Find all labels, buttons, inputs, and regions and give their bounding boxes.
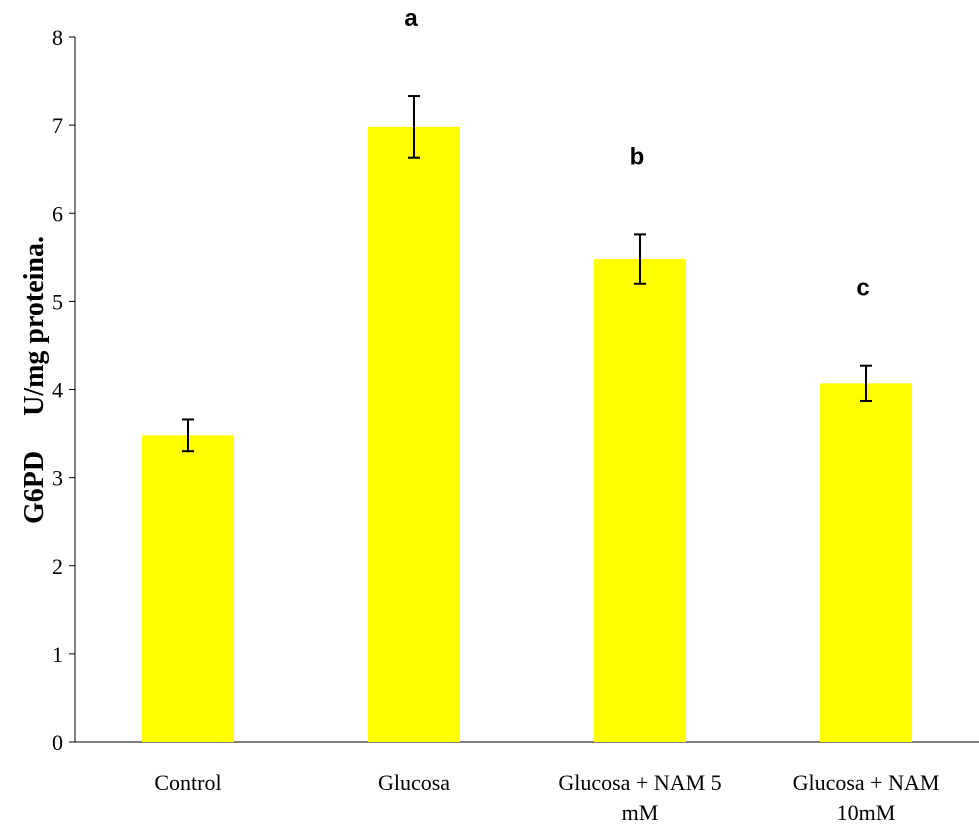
category-label: 10mM xyxy=(837,800,896,825)
error-bar xyxy=(408,95,420,159)
bar xyxy=(368,126,460,742)
significance-label: a xyxy=(404,5,418,32)
significance-label: b xyxy=(630,143,645,170)
y-tick-label: 1 xyxy=(52,642,63,667)
error-bar xyxy=(634,233,646,285)
y-tick-label: 4 xyxy=(52,378,63,403)
bar xyxy=(142,435,234,742)
category-label: Glucosa xyxy=(378,770,450,795)
y-tick-label: 6 xyxy=(52,201,63,226)
y-tick-label: 8 xyxy=(52,25,63,50)
bar xyxy=(820,383,912,742)
y-tick-label: 3 xyxy=(52,466,63,491)
y-axis-title: G6PD U/mg proteina. xyxy=(19,236,50,524)
category-labels: Control Glucosa Glucosa + NAM 5 mM Glucosa +… xyxy=(154,770,939,825)
category-label: Glucosa + NAM 5 xyxy=(558,770,721,795)
significance-labels: a b c xyxy=(404,5,869,302)
y-tick-label: 2 xyxy=(52,554,63,579)
y-ticks: 0 1 2 3 4 5 6 7 8 xyxy=(52,25,75,755)
bar xyxy=(594,259,686,742)
y-tick-label: 0 xyxy=(52,730,63,755)
category-label: Control xyxy=(154,770,221,795)
category-label: Glucosa + NAM xyxy=(793,770,940,795)
bars xyxy=(142,126,912,742)
y-tick-label: 7 xyxy=(52,113,63,138)
error-bars xyxy=(182,95,872,453)
y-tick-label: 5 xyxy=(52,289,63,314)
error-bar xyxy=(182,418,194,453)
error-bar xyxy=(860,364,872,402)
category-label: mM xyxy=(622,800,659,825)
significance-label: c xyxy=(856,275,869,302)
